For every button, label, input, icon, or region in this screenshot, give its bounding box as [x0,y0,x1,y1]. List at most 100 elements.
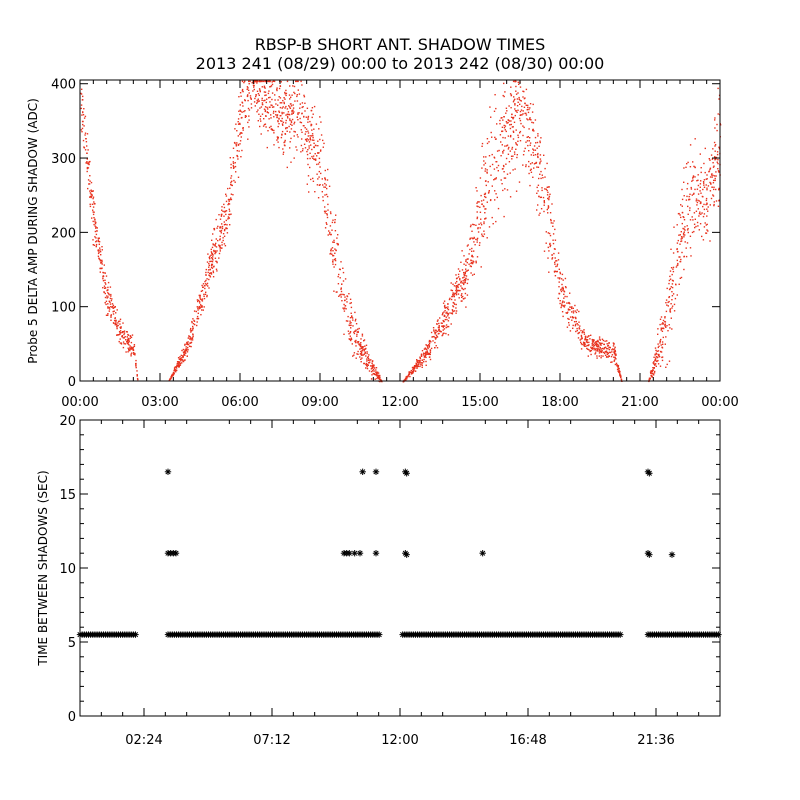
top-scatter-point [461,288,464,290]
top-scatter-point [447,312,449,315]
top-scatter-point [289,141,291,143]
top-scatter-point [92,209,94,211]
top-scatter-point [378,376,380,378]
top-scatter-point [184,344,186,346]
top-scatter-point [277,125,279,128]
top-scatter-point [256,80,259,83]
top-scatter-point [522,96,524,98]
top-scatter-point [109,297,112,300]
top-scatter-point [695,225,697,228]
top-scatter-point [599,343,601,345]
top-scatter-point [203,295,205,297]
top-scatter-point [680,238,682,240]
top-scatter-point [538,195,540,198]
top-scatter-point [425,354,427,356]
top-scatter-point [227,216,230,218]
top-scatter-point [598,346,600,348]
top-scatter-point [214,245,216,247]
top-scatter-point [379,376,381,379]
top-scatter-point [191,339,194,341]
top-scatter-point [313,105,316,108]
top-scatter-point [592,341,594,344]
top-scatter-point [239,92,242,94]
top-scatter-point [302,125,305,127]
top-scatter-point [549,245,551,248]
top-scatter-point [516,156,518,159]
top-scatter-point [690,255,692,257]
top-scatter-point [93,223,95,226]
top-scatter-point [361,357,363,359]
top-scatter-point [186,351,189,353]
top-scatter-point [361,346,363,348]
top-scatter-point [664,343,666,345]
top-scatter-point [547,206,550,208]
top-scatter-point [461,250,463,252]
top-scatter-point [671,299,673,301]
top-scatter-point [528,160,530,163]
top-scatter-point [356,353,358,355]
top-scatter-point [134,354,136,356]
top-scatter-point [184,359,186,361]
top-scatter-point [360,361,362,363]
top-scatter-point [562,288,564,290]
top-scatter-point [99,267,101,270]
top-scatter-point [197,299,200,302]
top-x-tick-label: 21:00 [621,395,658,410]
top-scatter-point [320,134,323,136]
top-scatter-point [518,98,520,100]
top-scatter-point [655,360,658,362]
top-scatter-point [432,340,434,342]
top-scatter-point [557,259,560,261]
top-scatter-point [536,154,539,156]
top-scatter-point [502,119,504,121]
top-scatter-point [135,362,137,365]
top-scatter-point [493,179,495,181]
top-scatter-point [365,355,367,357]
top-scatter-point [322,139,324,142]
top-scatter-point [507,135,510,137]
top-scatter-point [564,295,566,298]
top-scatter-point [706,203,708,205]
top-scatter-point [403,379,406,381]
top-scatter-point [480,194,482,197]
top-scatter-point [555,265,557,268]
top-scatter-point [669,278,672,280]
top-scatter-point [554,239,557,241]
top-scatter-point [310,135,313,137]
top-scatter-point [315,123,318,125]
top-scatter-point [318,176,320,178]
top-scatter-point [344,307,346,309]
top-scatter-point [182,356,184,359]
top-scatter-point [264,110,266,113]
top-scatter-point [360,342,362,344]
top-scatter-point [439,317,441,319]
top-scatter-point [529,142,532,144]
top-scatter-point [705,203,707,206]
top-scatter-point [670,317,672,319]
top-scatter-point [110,306,112,308]
top-scatter-point [471,247,473,250]
top-scatter-point [561,283,563,286]
top-scatter-point [307,117,309,119]
top-scatter-point [672,266,675,269]
top-scatter-point [518,83,520,85]
top-scatter-point [531,121,533,124]
top-scatter-point [352,355,354,357]
top-scatter-point [355,339,357,342]
top-scatter-point [176,365,178,367]
top-scatter-point [540,137,542,139]
top-scatter-point [450,323,452,325]
top-scatter-point [127,347,129,349]
top-scatter-point [95,227,97,229]
top-scatter-point [714,177,716,180]
top-scatter-point [583,344,585,346]
top-scatter-point [689,209,691,212]
top-scatter-point [679,214,681,216]
top-scatter-point [676,264,678,267]
top-scatter-point [291,109,293,112]
top-scatter-point [661,341,664,343]
top-scatter-point [187,341,189,343]
top-scatter-point [689,207,691,209]
top-scatter-point [545,188,547,190]
top-scatter-point [286,127,288,129]
